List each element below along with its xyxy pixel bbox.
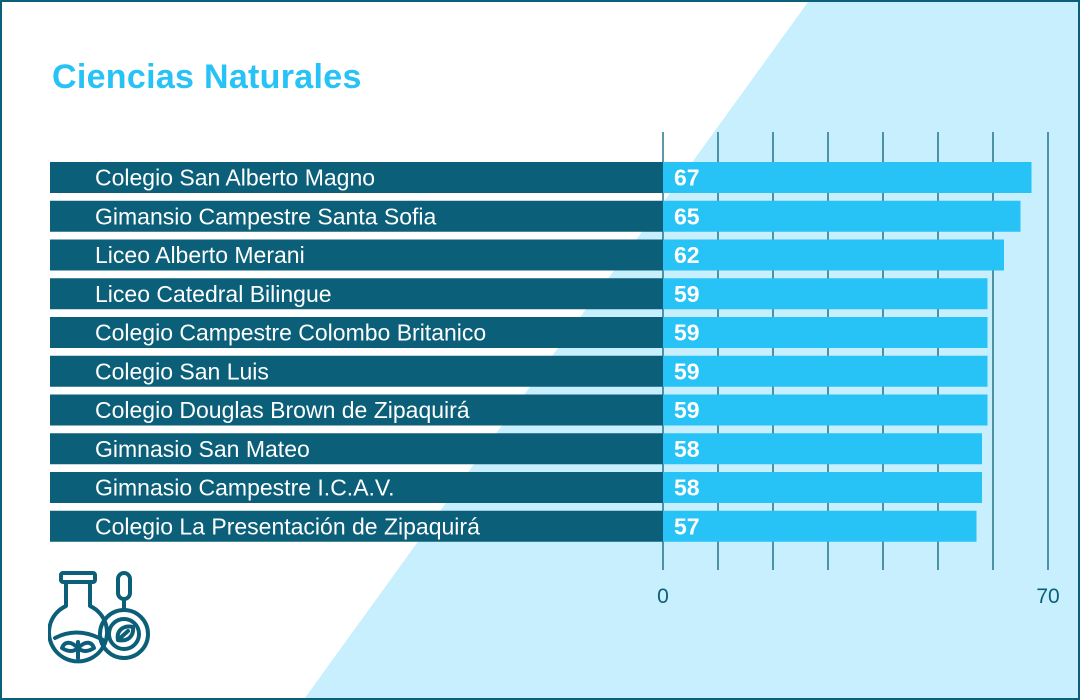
bar bbox=[663, 433, 982, 465]
label-band bbox=[50, 355, 663, 387]
value-label: 59 bbox=[674, 358, 700, 384]
label-band bbox=[50, 433, 663, 465]
label-band bbox=[50, 394, 663, 426]
tick-label: 70 bbox=[1036, 585, 1059, 608]
category-label: Liceo Alberto Merani bbox=[95, 242, 305, 268]
bar bbox=[663, 355, 988, 387]
category-label: Colegio Douglas Brown de Zipaquirá bbox=[95, 397, 470, 423]
bar bbox=[663, 394, 988, 426]
category-label: Colegio San Luis bbox=[95, 358, 269, 384]
chart-title: Ciencias Naturales bbox=[52, 58, 362, 96]
bar bbox=[663, 239, 1004, 271]
label-band bbox=[50, 200, 663, 232]
label-band bbox=[50, 278, 663, 310]
category-label: Colegio La Presentación de Zipaquirá bbox=[95, 513, 480, 539]
value-label: 59 bbox=[674, 397, 700, 423]
label-band bbox=[50, 162, 663, 193]
label-bands bbox=[50, 162, 663, 542]
value-label: 59 bbox=[674, 320, 700, 346]
label-band bbox=[50, 510, 663, 542]
bar bbox=[663, 317, 988, 348]
bar bbox=[663, 510, 977, 542]
bar bbox=[663, 200, 1021, 232]
bar bbox=[663, 162, 1032, 193]
value-label: 67 bbox=[674, 165, 700, 191]
bars bbox=[663, 162, 1032, 542]
value-label: 62 bbox=[674, 242, 700, 268]
tick-label: 0 bbox=[657, 585, 669, 608]
value-label: 58 bbox=[674, 475, 700, 501]
value-label: 65 bbox=[674, 203, 700, 229]
category-label: Colegio Campestre Colombo Britanico bbox=[95, 320, 486, 346]
value-label: 57 bbox=[674, 513, 700, 539]
label-band bbox=[50, 472, 663, 503]
category-label: Colegio San Alberto Magno bbox=[95, 165, 375, 191]
value-label: 59 bbox=[674, 281, 700, 307]
science-flask-magnifier-icon bbox=[48, 571, 150, 664]
grid-lines bbox=[662, 132, 1049, 570]
axis-ticks: 0 70 bbox=[657, 585, 1060, 608]
label-band bbox=[50, 239, 663, 271]
category-label: Gimnasio Campestre I.C.A.V. bbox=[95, 475, 395, 501]
category-label: Gimnasio San Mateo bbox=[95, 436, 310, 462]
category-label: Liceo Catedral Bilingue bbox=[95, 281, 332, 307]
bar-labels: Colegio San Alberto Magno 67 Gimansio Camp… bbox=[95, 165, 700, 540]
value-label: 58 bbox=[674, 436, 700, 462]
label-band bbox=[50, 317, 663, 348]
bar bbox=[663, 278, 988, 310]
category-label: Gimansio Campestre Santa Sofia bbox=[95, 203, 437, 229]
bar bbox=[663, 472, 982, 503]
